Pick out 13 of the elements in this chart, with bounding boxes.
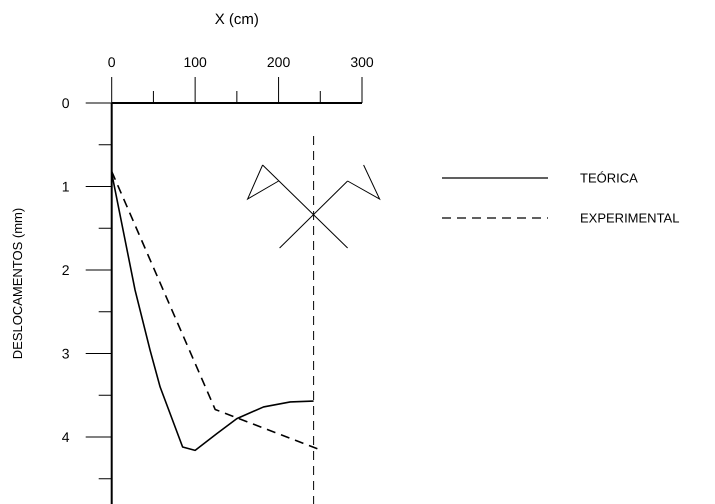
x-tick-label: 100: [183, 54, 208, 70]
x-tick-label: 200: [266, 54, 290, 70]
y-tick-label: 0: [62, 94, 70, 111]
text: TEÓRICA: [580, 170, 638, 186]
y-tick-label: 2: [62, 262, 70, 278]
y-tick-label: 4: [62, 428, 70, 445]
text: EXPERIMENTAL: [580, 210, 680, 226]
y-axis-title: DESLOCAMENTOS (mm): [10, 208, 25, 360]
x-axis-title: X (cm): [214, 11, 259, 28]
x-tick-label: 0: [108, 54, 116, 70]
x-tick-label: 300: [350, 54, 374, 70]
y-tick-label: 3: [62, 345, 70, 362]
y-tick-label: 1: [62, 178, 70, 194]
